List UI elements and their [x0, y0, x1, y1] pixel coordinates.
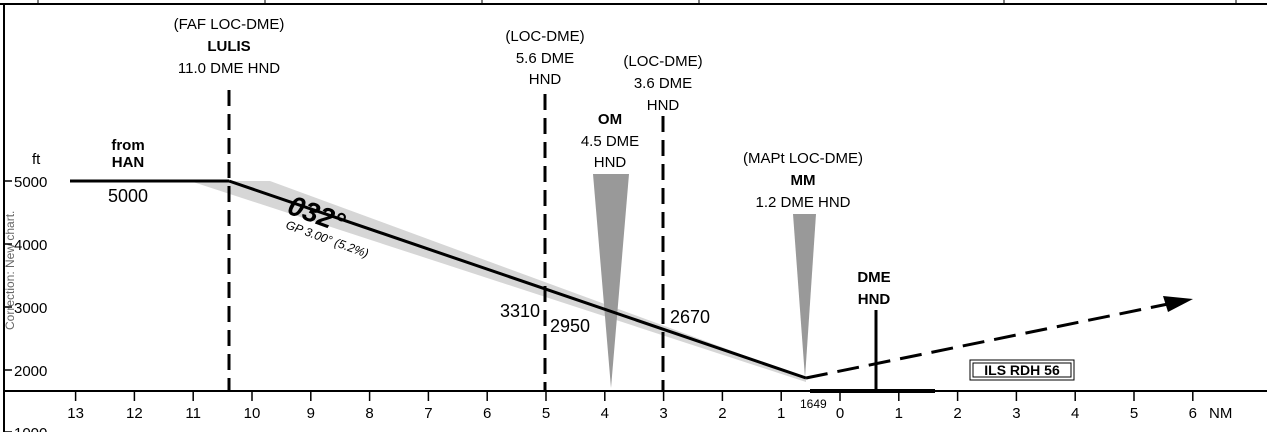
distance-tick-label: 8 [365, 405, 373, 422]
distance-axis: 13 12 11 10 9 8 7 6 5 4 3 2 1 0 1 2 3 4 5 6 NM [4, 390, 1267, 422]
mapt-type-label: (MAPt LOC-DME) [743, 150, 863, 167]
distance-tick-label: 9 [307, 405, 315, 422]
distance-tick-label: 7 [424, 405, 432, 422]
from-label: from [111, 137, 144, 154]
dme-station-name: HND [858, 291, 891, 308]
faf-dme-label: 11.0 DME HND [178, 60, 280, 77]
distance-tick-label: 2 [953, 405, 961, 422]
ils-rdh-box: ILS RDH 56 [969, 359, 1075, 381]
alt-tick-3000: 3000 [14, 300, 47, 317]
distance-tick-label: 0 [836, 405, 844, 422]
outer-marker-name: OM [598, 111, 622, 128]
distance-tick-label: 12 [126, 405, 143, 422]
final-descent [228, 179, 807, 380]
middle-marker-name: MM [791, 172, 816, 189]
fix-3-6-altitude: 2670 [670, 307, 710, 327]
correction-note: Correction: New chart. [3, 211, 17, 330]
distance-tick-label: 11 [185, 405, 201, 422]
fix-5-6-dme: 5.6 DME [516, 50, 574, 67]
dme-station-label: DME [857, 269, 890, 286]
fix-5-6-station: HND [529, 71, 562, 88]
faf-type-label: (FAF LOC-DME) [174, 16, 285, 33]
altitude-scale: ft 5000 4000 3000 2000 1000 [4, 151, 47, 432]
outer-marker-dme: 4.5 DME [581, 133, 639, 150]
alt-tick-5000: 5000 [14, 174, 47, 191]
distance-tick-label: 4 [601, 405, 609, 422]
outer-marker-altitude: 2950 [550, 316, 590, 336]
distance-tick-label: 13 [67, 405, 84, 422]
fix-5-6-altitude: 3310 [500, 301, 540, 321]
distance-tick-label: 3 [659, 405, 667, 422]
ils-rdh-label: ILS RDH 56 [984, 362, 1060, 378]
distance-ticks: 13 12 11 10 9 8 7 6 5 4 3 2 1 0 1 2 3 4 5 6 [67, 391, 1197, 422]
distance-tick-label: 4 [1071, 405, 1079, 422]
from-fix-name: HAN [112, 154, 145, 171]
fix-3-6-dme: 3.6 DME [634, 75, 692, 92]
alt-tick-4000: 4000 [14, 237, 47, 254]
distance-tick-label: 5 [1130, 405, 1138, 422]
outer-marker-cone [593, 174, 629, 388]
alt-tick-1000: 1000 [14, 425, 47, 432]
missed-approach-path [805, 302, 1169, 380]
distance-tick-label: 10 [244, 405, 261, 422]
missed-approach-arrow [1163, 296, 1193, 312]
distance-unit-label: NM [1209, 405, 1232, 422]
distance-tick-label: 3 [1012, 405, 1020, 422]
mapt-altitude: 1649 [800, 397, 827, 411]
outer-marker-station: HND [594, 154, 627, 171]
distance-tick-label: 6 [1189, 405, 1197, 422]
distance-tick-label: 2 [718, 405, 726, 422]
faf-name: LULIS [207, 38, 250, 55]
marker-beacons [593, 174, 816, 388]
fix-3-6-type-label: (LOC-DME) [623, 53, 702, 70]
fix-3-6-station: HND [647, 97, 680, 114]
initial-altitude: 5000 [108, 186, 148, 206]
fix-5-6-type-label: (LOC-DME) [505, 28, 584, 45]
distance-tick-label: 6 [483, 405, 491, 422]
alt-tick-2000: 2000 [14, 363, 47, 380]
glidepath-shading [190, 181, 806, 382]
altitude-unit-label: ft [32, 151, 41, 168]
fix-lines [227, 90, 665, 391]
middle-marker-cone [793, 214, 816, 378]
distance-tick-label: 1 [777, 405, 785, 422]
distance-tick-label: 5 [542, 405, 550, 422]
approach-path [70, 179, 1193, 393]
distance-tick-label: 1 [895, 405, 903, 422]
mapt-dme-label: 1.2 DME HND [755, 194, 850, 211]
